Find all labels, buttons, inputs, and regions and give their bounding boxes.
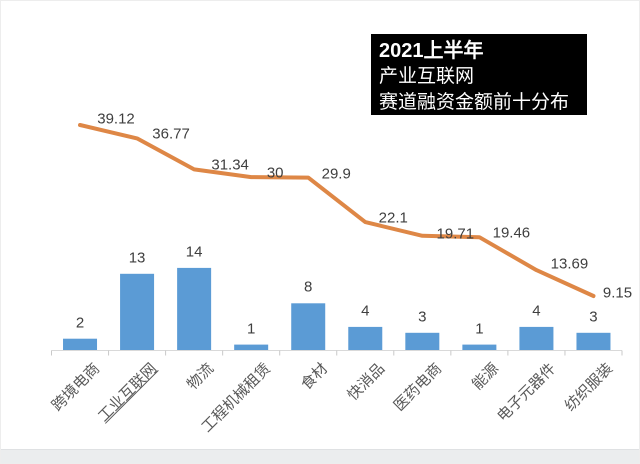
- line-point-label: 31.34: [211, 156, 249, 174]
- bar-value-label: 8: [304, 278, 313, 296]
- bar: [177, 267, 212, 351]
- line-point-label: 13.69: [550, 255, 589, 273]
- chart-title-line2: 产业互联网: [379, 66, 475, 87]
- bar-value-label: 1: [475, 320, 484, 338]
- financing-amount-line: [78, 123, 596, 298]
- bar-value-label: 3: [418, 308, 427, 326]
- bar-value-label: 14: [185, 243, 203, 261]
- line-point-label: 29.9: [321, 165, 351, 183]
- line-point-label: 19.71: [436, 225, 475, 243]
- bar: [519, 326, 554, 351]
- bar: [405, 332, 440, 351]
- bar: [576, 332, 611, 351]
- bar-value-label: 2: [75, 314, 85, 332]
- page-bottom-strip: [1, 449, 639, 463]
- bar: [291, 303, 326, 351]
- line-point-label: 39.12: [97, 110, 135, 128]
- bar: [462, 344, 497, 351]
- line-point-label: 36.77: [152, 125, 190, 143]
- bar-value-label: 1: [247, 320, 256, 338]
- bar: [120, 273, 155, 351]
- bar: [63, 338, 98, 351]
- chart-title-box: 2021上半年 产业互联网 赛道融资金额前十分布: [371, 34, 587, 115]
- bar: [348, 326, 383, 351]
- chart-title-line3: 赛道融资金额前十分布: [379, 92, 570, 113]
- line-point-label: 9.15: [602, 284, 633, 302]
- bar-value-label: 4: [361, 302, 370, 320]
- chart-title-line1: 2021上半年: [379, 40, 484, 62]
- bar: [234, 344, 269, 351]
- line-point-label: 19.46: [492, 224, 531, 242]
- line-point-label: 22.1: [378, 209, 408, 227]
- bar-value-label: 4: [532, 302, 541, 320]
- bar-value-label: 13: [128, 249, 146, 267]
- bar-value-label: 3: [589, 308, 598, 326]
- line-point-label: 30: [266, 164, 284, 182]
